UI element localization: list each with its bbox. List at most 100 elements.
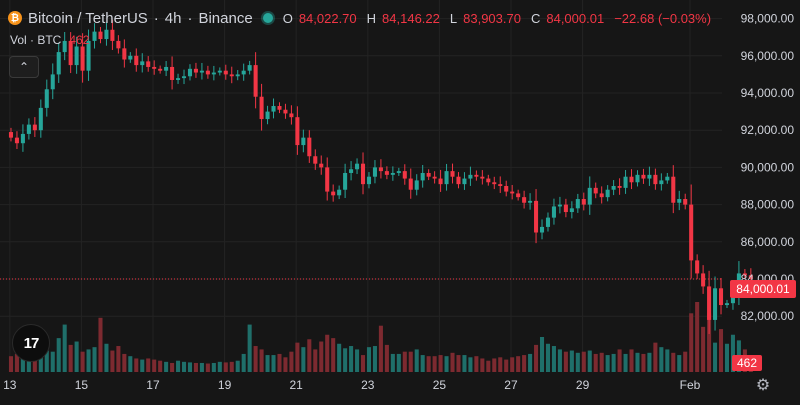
candle-body: [50, 74, 55, 90]
candle-body: [110, 29, 115, 41]
volume-bar: [325, 334, 330, 372]
candle-body: [730, 293, 735, 304]
volume-bar: [14, 353, 19, 372]
volume-bar: [319, 341, 324, 372]
tradingview-logo-icon[interactable]: 17: [12, 324, 50, 362]
volume-bar: [80, 351, 85, 372]
volume-bar: [68, 344, 73, 372]
candle-body: [617, 186, 622, 188]
volume-bar: [26, 352, 31, 372]
time-tick-label: 23: [361, 378, 375, 392]
volume-bar: [86, 349, 91, 372]
candle-body: [414, 180, 419, 190]
candle-body: [707, 286, 712, 320]
price-tick-label: 86,000.00: [741, 235, 795, 249]
price-tick-label: 96,000.00: [741, 49, 795, 63]
candle-body: [396, 171, 401, 173]
ohlc-close-value: 84,000.01: [546, 10, 605, 26]
candle-body: [581, 199, 586, 205]
candle-body: [289, 113, 294, 118]
price-tick-label: 82,000.00: [741, 309, 795, 323]
candle-body: [701, 273, 706, 287]
collapse-legend-button[interactable]: ⌃: [9, 56, 39, 78]
volume-bar: [492, 358, 497, 372]
candle-body: [307, 137, 312, 157]
volume-bar: [420, 355, 425, 372]
bitcoin-logo-icon: ₿: [8, 11, 22, 25]
volume-bars: [8, 302, 753, 372]
candle-body: [128, 55, 133, 60]
volume-bar: [307, 339, 312, 372]
candle-body: [301, 137, 306, 146]
volume-bar: [146, 358, 151, 372]
candle-body: [277, 106, 282, 110]
volume-bar: [432, 356, 437, 372]
volume-bar: [265, 355, 270, 372]
candle-body: [528, 200, 533, 203]
time-tick-label: 19: [218, 378, 232, 392]
candle-body: [426, 172, 431, 177]
volume-bar: [235, 360, 240, 372]
price-axis[interactable]: 82,000.0084,000.0086,000.0088,000.0090,0…: [741, 12, 795, 324]
volume-bar: [516, 356, 521, 372]
candle-body: [80, 46, 85, 71]
gear-icon[interactable]: ⚙: [755, 377, 771, 394]
volume-bar: [104, 343, 109, 372]
volume-bar: [456, 355, 461, 372]
volume-bar: [647, 352, 652, 372]
volume-bar: [176, 360, 181, 372]
candle-body: [450, 171, 455, 177]
candle-body: [486, 178, 491, 183]
volume-bar: [241, 353, 246, 372]
volume-legend: Vol · BTC 462: [10, 33, 89, 47]
volume-bar: [313, 349, 318, 372]
volume-label[interactable]: Vol · BTC: [10, 33, 62, 47]
volume-bar: [253, 346, 258, 372]
time-tick-label: 17: [146, 378, 160, 392]
time-tick-label: Feb: [680, 378, 701, 392]
volume-bar: [122, 353, 127, 372]
candle-body: [605, 189, 610, 198]
volume-bar: [301, 347, 306, 372]
volume-bar: [444, 356, 449, 372]
volume-bar: [343, 348, 348, 372]
volume-bar: [689, 313, 694, 372]
candle-body: [259, 96, 264, 120]
volume-bar: [277, 353, 282, 372]
candle-body: [140, 61, 145, 66]
volume-bar: [205, 363, 210, 372]
volume-bar: [426, 356, 431, 372]
volume-bar: [337, 343, 342, 372]
chevron-up-icon: ⌃: [18, 60, 30, 74]
volume-bar: [355, 349, 360, 372]
candle-body: [438, 178, 443, 185]
symbol-name[interactable]: Bitcoin / TetherUS: [28, 9, 148, 27]
candle-body: [569, 208, 574, 213]
separator: ·: [153, 9, 159, 27]
time-axis[interactable]: 13 15 17 19 21 23 25 27 29 Feb: [3, 378, 701, 392]
candle-body: [557, 204, 562, 207]
candle-body: [593, 187, 598, 194]
candle-body: [516, 193, 521, 198]
candle-body: [20, 133, 25, 144]
volume-bar: [575, 352, 580, 372]
volume-bar: [366, 347, 372, 372]
volume-bar: [50, 351, 55, 372]
volume-bar: [671, 352, 676, 372]
candle-body: [360, 163, 366, 185]
candle-body: [474, 174, 479, 177]
candle-body: [539, 226, 545, 233]
volume-bar: [372, 346, 377, 372]
candle-body: [241, 70, 246, 75]
candle-body: [420, 172, 425, 181]
interval-label[interactable]: 4h: [164, 9, 182, 27]
volume-bar: [199, 362, 204, 372]
volume-bar: [557, 349, 562, 372]
volume-bar: [510, 357, 515, 372]
candle-body: [32, 124, 37, 131]
tradingview-logo-text: 17: [23, 334, 40, 352]
volume-bar: [677, 355, 682, 372]
candle-body: [372, 167, 377, 177]
